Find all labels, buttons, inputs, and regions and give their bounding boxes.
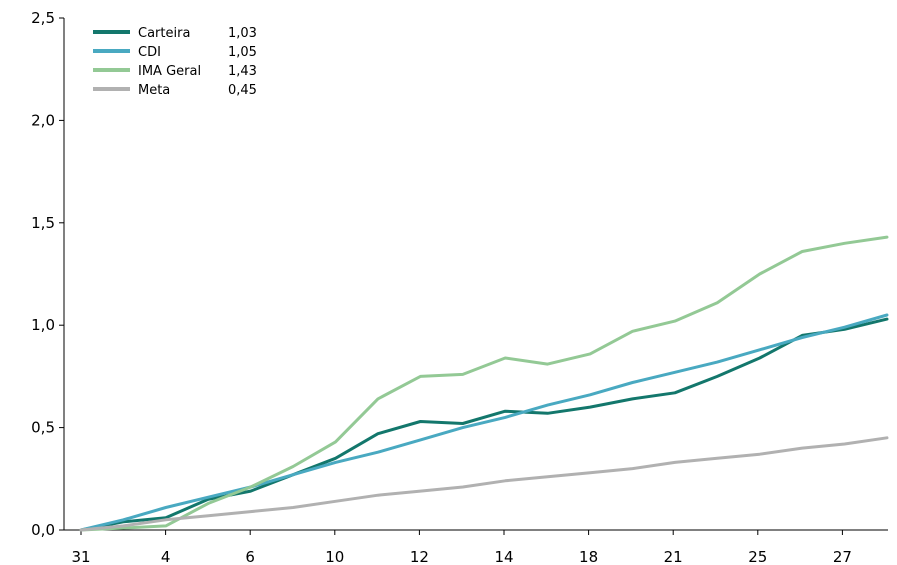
series-line-meta xyxy=(79,436,889,532)
x-tick-label: 21 xyxy=(664,548,683,565)
legend-label-cdi: CDI xyxy=(138,45,161,60)
x-tick-label: 18 xyxy=(579,548,598,565)
legend-label-carteira: Carteira xyxy=(138,26,190,41)
legend-value-ima-geral: 1,43 xyxy=(228,64,257,79)
y-tick-label: 0,0 xyxy=(31,521,55,539)
x-tick-label: 25 xyxy=(748,548,767,565)
x-tick-label: 4 xyxy=(161,548,171,565)
y-tick-labels: 0,0 0,5 1,0 1,5 2,0 2,5 xyxy=(31,9,55,539)
legend: Carteira 1,03 CDI 1,05 IMA Geral 1,43 Meta 0,45 xyxy=(93,26,257,98)
x-tick-labels: 31 4 6 10 12 14 18 21 25 27 xyxy=(71,548,851,565)
x-tick-label: 14 xyxy=(494,548,513,565)
y-tick-label: 2,0 xyxy=(31,111,55,129)
y-tick-label: 1,5 xyxy=(31,214,55,232)
y-tick-label: 1,0 xyxy=(31,316,55,334)
x-tick-label: 27 xyxy=(833,548,852,565)
series-line-ima-geral xyxy=(79,235,889,532)
legend-value-carteira: 1,03 xyxy=(228,26,257,41)
series-line-carteira xyxy=(79,317,889,532)
legend-label-ima-geral: IMA Geral xyxy=(138,64,201,79)
y-tick-label: 0,5 xyxy=(31,419,55,437)
y-tick-label: 2,5 xyxy=(31,9,55,27)
series-lines xyxy=(79,235,889,532)
axes xyxy=(59,17,888,535)
x-tick-label: 12 xyxy=(410,548,429,565)
legend-value-cdi: 1,05 xyxy=(228,45,257,60)
legend-label-meta: Meta xyxy=(138,83,170,98)
x-tick-label: 31 xyxy=(71,548,90,565)
x-tick-label: 6 xyxy=(245,548,255,565)
x-tick-label: 10 xyxy=(325,548,344,565)
legend-value-meta: 0,45 xyxy=(228,83,257,98)
series-line-cdi xyxy=(79,313,889,532)
